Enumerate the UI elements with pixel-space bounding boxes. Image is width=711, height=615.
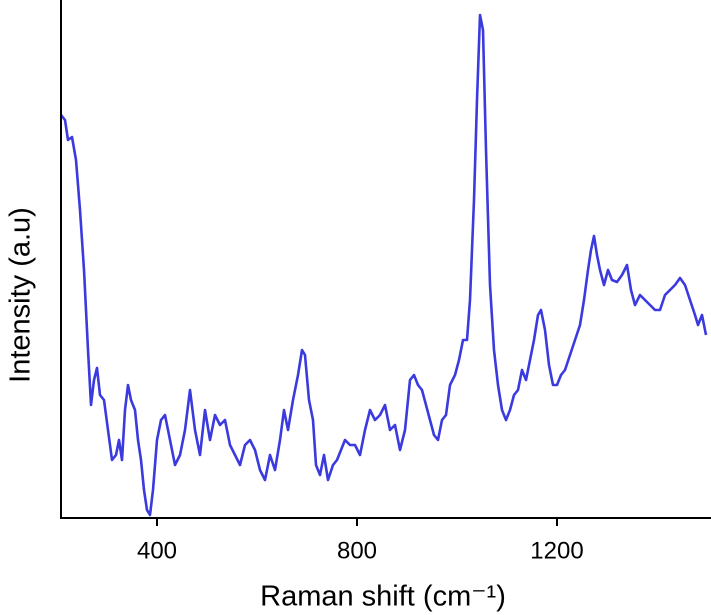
y-axis-title: Intensity (a.u) [5, 207, 37, 383]
spectrum-line [59, 13, 708, 517]
x-tick-label: 1200 [530, 537, 583, 564]
x-tick-label: 800 [337, 537, 377, 564]
x-tick-label: 400 [137, 537, 177, 564]
x-axis-title: Raman shift (cm⁻¹) [260, 581, 506, 613]
